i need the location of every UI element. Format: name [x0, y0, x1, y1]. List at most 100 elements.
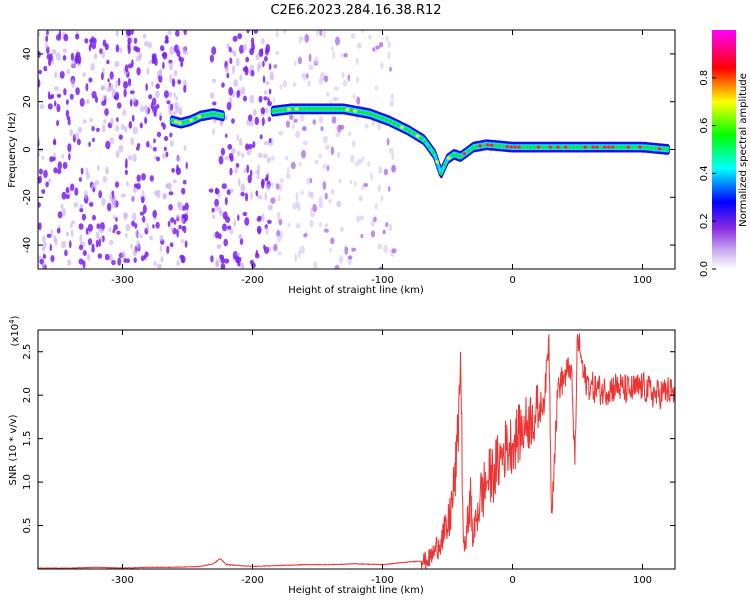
heatmap-speckle — [237, 150, 241, 157]
heatmap-speckle — [229, 167, 233, 176]
heatmap-speckle — [271, 137, 274, 146]
trace-core — [645, 146, 650, 150]
heatmap-speckle — [295, 130, 301, 139]
heatmap-speckle — [218, 155, 224, 165]
trace-core — [279, 108, 283, 112]
heatmap-speckle — [229, 97, 233, 103]
trace-core — [525, 145, 529, 149]
heatmap-speckle — [229, 228, 234, 235]
heatmap-speckle — [98, 190, 103, 199]
heatmap-speckle — [151, 57, 154, 64]
spectrogram-ticks: -300 -200 -100 0 100 40 20 0 -20 -40 — [22, 30, 675, 286]
heatmap-speckle — [181, 214, 187, 219]
heatmap-speckle — [372, 47, 375, 52]
heatmap-speckle — [183, 145, 187, 152]
heatmap-speckle — [218, 206, 222, 214]
heatmap-speckle — [131, 220, 136, 227]
trace-core — [372, 114, 377, 118]
heatmap-speckle — [121, 251, 126, 260]
y-tick-label: -40 — [22, 237, 33, 253]
trace-core — [174, 120, 178, 124]
heatmap-speckle — [140, 255, 145, 262]
heatmap-speckle — [343, 52, 348, 58]
heatmap-speckle — [322, 30, 326, 39]
heatmap-speckle — [76, 138, 81, 146]
heatmap-speckle — [307, 80, 311, 87]
heatmap-speckle — [88, 77, 93, 83]
heatmap-speckle — [277, 251, 282, 256]
heatmap-speckle — [211, 207, 215, 213]
trace-core — [649, 146, 654, 150]
heatmap-speckle — [377, 243, 382, 250]
trace-core — [486, 143, 490, 147]
heatmap-speckle — [378, 166, 383, 174]
heatmap-speckle — [133, 183, 138, 188]
heatmap-speckle — [49, 244, 52, 252]
heatmap-speckle — [275, 51, 280, 55]
trace-core — [513, 145, 517, 149]
heatmap-speckle — [265, 174, 269, 181]
heatmap-speckle — [174, 105, 180, 113]
heatmap-speckle — [352, 93, 356, 99]
heatmap-speckle — [125, 181, 129, 187]
heatmap-speckle — [95, 239, 99, 248]
heatmap-speckle — [178, 224, 182, 230]
heatmap-speckle — [127, 37, 132, 45]
y-tick-label: 2.5 — [22, 344, 33, 360]
heatmap-speckle — [257, 194, 263, 200]
heatmap-speckle — [214, 205, 219, 211]
heatmap-speckle — [388, 223, 393, 232]
trace-core — [396, 123, 400, 127]
heatmap-speckle — [323, 228, 329, 233]
heatmap-speckle — [225, 133, 228, 138]
heatmap-speckle — [300, 189, 304, 196]
heatmap-speckle — [56, 93, 62, 98]
heatmap-speckle — [319, 30, 323, 36]
heatmap-speckle — [161, 153, 166, 159]
trace-core — [404, 127, 408, 131]
trace-core — [177, 121, 182, 125]
heatmap-speckle — [87, 238, 93, 246]
heatmap-speckle — [152, 224, 155, 229]
heatmap-speckle — [279, 84, 283, 90]
heatmap-speckle — [124, 169, 128, 175]
heatmap-speckle — [255, 249, 258, 256]
heatmap-speckle — [94, 180, 100, 185]
heatmap-speckle — [347, 255, 353, 260]
trace-core — [376, 115, 381, 119]
heatmap-speckle — [56, 120, 60, 127]
trace-core — [384, 118, 389, 122]
heatmap-speckle — [155, 90, 160, 99]
heatmap-speckle — [220, 147, 225, 156]
heatmap-speckle — [98, 238, 101, 247]
trace-core — [291, 107, 295, 111]
heatmap-speckle — [234, 166, 239, 174]
heatmap-speckle — [117, 257, 122, 266]
snr-y-multiplier: (x104) — [8, 315, 21, 346]
heatmap-speckle — [91, 243, 95, 248]
heatmap-speckle — [56, 103, 61, 113]
heatmap-speckle — [267, 204, 273, 211]
heatmap-speckle — [107, 78, 110, 83]
heatmap-speckle — [323, 135, 328, 144]
heatmap-speckle — [339, 124, 345, 130]
heatmap-speckle — [69, 240, 72, 249]
heatmap-speckle — [336, 151, 341, 158]
heatmap-speckle — [61, 191, 67, 200]
heatmap-speckle — [374, 85, 378, 91]
heatmap-speckle — [70, 183, 75, 191]
heatmap-speckle — [254, 116, 259, 126]
heatmap-speckle — [243, 95, 247, 102]
heatmap-speckle — [356, 215, 361, 223]
heatmap-speckle — [370, 172, 373, 181]
heatmap-speckle — [109, 253, 113, 263]
heatmap-speckle — [104, 108, 109, 116]
heatmap-speckle — [101, 72, 104, 81]
heatmap-speckle — [167, 30, 172, 36]
heatmap-speckle — [78, 258, 84, 265]
trace-core — [532, 145, 537, 149]
heatmap-speckle — [182, 179, 187, 185]
heatmap-speckle — [342, 80, 348, 87]
heatmap-speckle — [141, 173, 146, 181]
heatmap-speckle — [257, 215, 262, 220]
